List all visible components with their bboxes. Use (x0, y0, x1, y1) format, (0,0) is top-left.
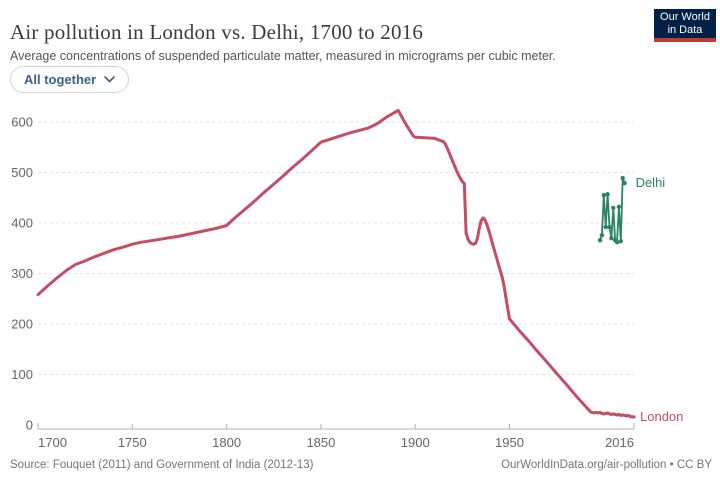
svg-text:1950: 1950 (495, 435, 524, 450)
delhi-label[interactable]: Delhi (636, 175, 666, 190)
entity-picker-label: All together (24, 72, 97, 87)
svg-text:400: 400 (11, 216, 33, 231)
svg-text:300: 300 (11, 266, 33, 281)
london-series[interactable]: London (36, 108, 683, 424)
svg-text:200: 200 (11, 317, 33, 332)
svg-text:500: 500 (11, 165, 33, 180)
x-axis: 1700 1750 1800 1850 1900 1950 2016 (37, 423, 635, 450)
svg-text:1750: 1750 (118, 435, 147, 450)
y-axis: 0 100 200 300 400 500 600 (11, 115, 33, 433)
svg-text:600: 600 (11, 115, 33, 130)
owid-logo[interactable]: Our World in Data (654, 9, 716, 42)
entity-picker-dropdown[interactable]: All together (10, 66, 130, 93)
svg-text:2016: 2016 (605, 435, 634, 450)
svg-text:0: 0 (26, 418, 33, 433)
london-label[interactable]: London (640, 409, 683, 424)
gridlines (38, 121, 634, 375)
svg-text:1700: 1700 (38, 435, 67, 450)
attribution-link[interactable]: OurWorldInData.org/air-pollution • CC BY (501, 459, 712, 471)
svg-text:1900: 1900 (401, 435, 430, 450)
svg-text:1850: 1850 (306, 435, 335, 450)
delhi-series[interactable]: Delhi (597, 175, 666, 245)
source-text: Source: Fouquet (2011) and Government of… (10, 459, 314, 471)
chart-subtitle: Average concentrations of suspended part… (10, 48, 556, 63)
svg-text:100: 100 (11, 367, 33, 382)
svg-text:1800: 1800 (212, 435, 241, 450)
chevron-down-icon (104, 76, 116, 83)
page-title: Air pollution in London vs. Delhi, 1700 … (10, 20, 424, 45)
owid-logo-line1: Our World (660, 11, 710, 23)
owid-logo-line2: in Data (667, 24, 703, 36)
